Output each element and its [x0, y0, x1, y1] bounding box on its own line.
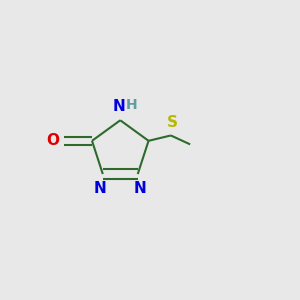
Text: N: N — [112, 99, 125, 114]
Text: S: S — [167, 115, 178, 130]
Text: O: O — [46, 133, 60, 148]
Text: N: N — [94, 181, 107, 196]
Text: N: N — [134, 181, 146, 196]
Text: H: H — [126, 98, 138, 112]
